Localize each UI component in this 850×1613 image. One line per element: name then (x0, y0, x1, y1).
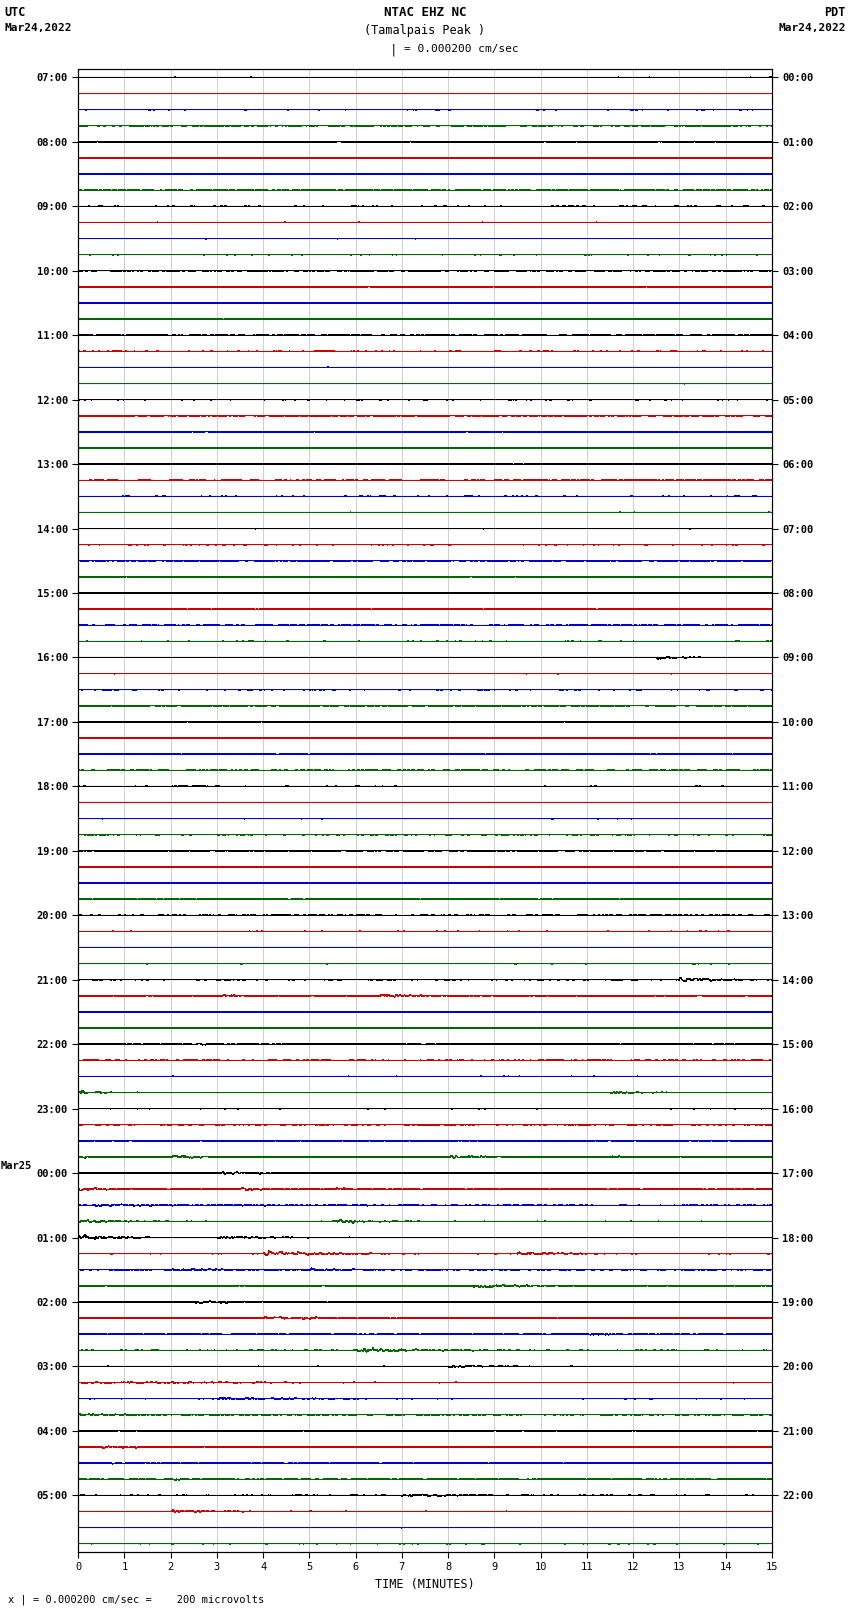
Text: Mar24,2022: Mar24,2022 (4, 23, 71, 32)
Text: NTAC EHZ NC: NTAC EHZ NC (383, 6, 467, 19)
X-axis label: TIME (MINUTES): TIME (MINUTES) (375, 1578, 475, 1590)
Text: Mar25: Mar25 (1, 1161, 32, 1171)
Text: x | = 0.000200 cm/sec =    200 microvolts: x | = 0.000200 cm/sec = 200 microvolts (8, 1594, 264, 1605)
Text: |: | (390, 44, 397, 56)
Text: (Tamalpais Peak ): (Tamalpais Peak ) (365, 24, 485, 37)
Text: = 0.000200 cm/sec: = 0.000200 cm/sec (404, 44, 518, 53)
Text: Mar24,2022: Mar24,2022 (779, 23, 846, 32)
Text: UTC: UTC (4, 6, 26, 19)
Text: PDT: PDT (824, 6, 846, 19)
